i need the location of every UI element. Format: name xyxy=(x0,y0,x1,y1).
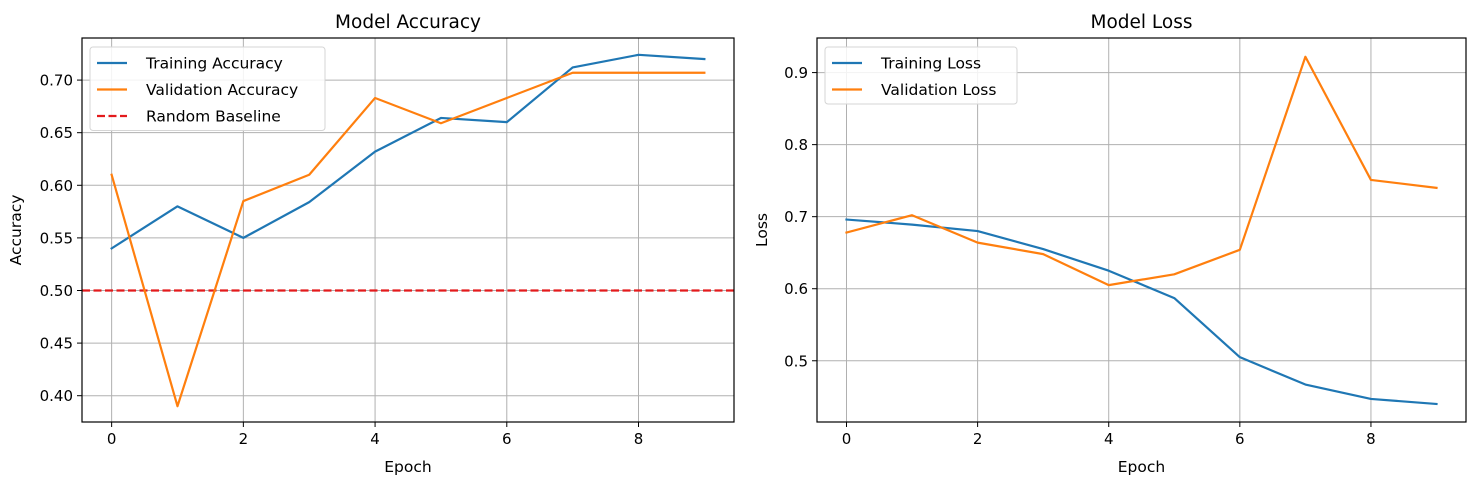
loss-xtick-label: 4 xyxy=(1104,430,1114,448)
accuracy-ytick-label: 0.45 xyxy=(40,335,73,353)
validation-accuracy-line xyxy=(110,71,706,408)
accuracy-ytick-label: 0.60 xyxy=(40,177,73,195)
loss-ytick-label: 0.6 xyxy=(784,280,808,298)
accuracy-ytick-label: 0.65 xyxy=(40,124,73,142)
accuracy-xtick-label: 2 xyxy=(239,430,249,448)
legend-label-random-baseline: Random Baseline xyxy=(146,108,281,126)
accuracy-legend xyxy=(89,46,326,131)
accuracy-y-axis-label: Accuracy xyxy=(7,195,25,266)
loss-chart-title: Model Loss xyxy=(1090,12,1192,33)
accuracy-xtick-label: 4 xyxy=(370,430,380,448)
legend-label-validation-accuracy: Validation Accuracy xyxy=(146,81,298,99)
loss-legend xyxy=(824,46,1018,105)
loss-axes-frame xyxy=(816,37,1467,423)
accuracy-ytick-label: 0.55 xyxy=(40,229,73,247)
accuracy-x-axis-label: Epoch xyxy=(384,458,431,476)
legend-label-training-loss: Training Loss xyxy=(880,55,981,73)
loss-ytick-label: 0.9 xyxy=(784,64,808,82)
accuracy-chart-title: Model Accuracy xyxy=(335,12,481,33)
accuracy-axes-frame xyxy=(81,37,735,423)
accuracy-ytick-label: 0.40 xyxy=(40,387,73,405)
loss-ytick-label: 0.5 xyxy=(784,352,808,370)
loss-xtick-label: 8 xyxy=(1366,430,1376,448)
loss-xtick-label: 0 xyxy=(842,430,852,448)
accuracy-xtick-label: 0 xyxy=(107,430,117,448)
accuracy-chart: 0 2 4 6 8 0.40 0.45 0.50 0.55 0.60 0.65 0.70 Model A… xyxy=(7,12,735,476)
loss-ytick-label: 0.8 xyxy=(784,136,808,154)
loss-plot-area xyxy=(845,55,1438,406)
accuracy-xtick-label: 6 xyxy=(502,430,512,448)
training-loss-line xyxy=(845,218,1438,406)
accuracy-xtick-label: 8 xyxy=(634,430,644,448)
loss-xtick-label: 6 xyxy=(1235,430,1245,448)
legend-label-validation-loss: Validation Loss xyxy=(881,81,996,99)
accuracy-ytick-label: 0.70 xyxy=(40,72,73,90)
loss-ytick-label: 0.7 xyxy=(784,208,808,226)
accuracy-plot-area xyxy=(82,53,734,408)
loss-xtick-label: 2 xyxy=(973,430,983,448)
legend-label-training-accuracy: Training Accuracy xyxy=(145,55,283,73)
training-accuracy-line xyxy=(110,53,706,250)
loss-chart: 0 2 4 6 8 0.5 0.6 0.7 0.8 0.9 Model Loss Epoch Loss T… xyxy=(753,12,1467,476)
accuracy-ytick-label: 0.50 xyxy=(40,282,73,300)
loss-y-axis-label: Loss xyxy=(753,213,771,247)
loss-x-axis-label: Epoch xyxy=(1118,458,1165,476)
validation-loss-line xyxy=(845,55,1438,287)
